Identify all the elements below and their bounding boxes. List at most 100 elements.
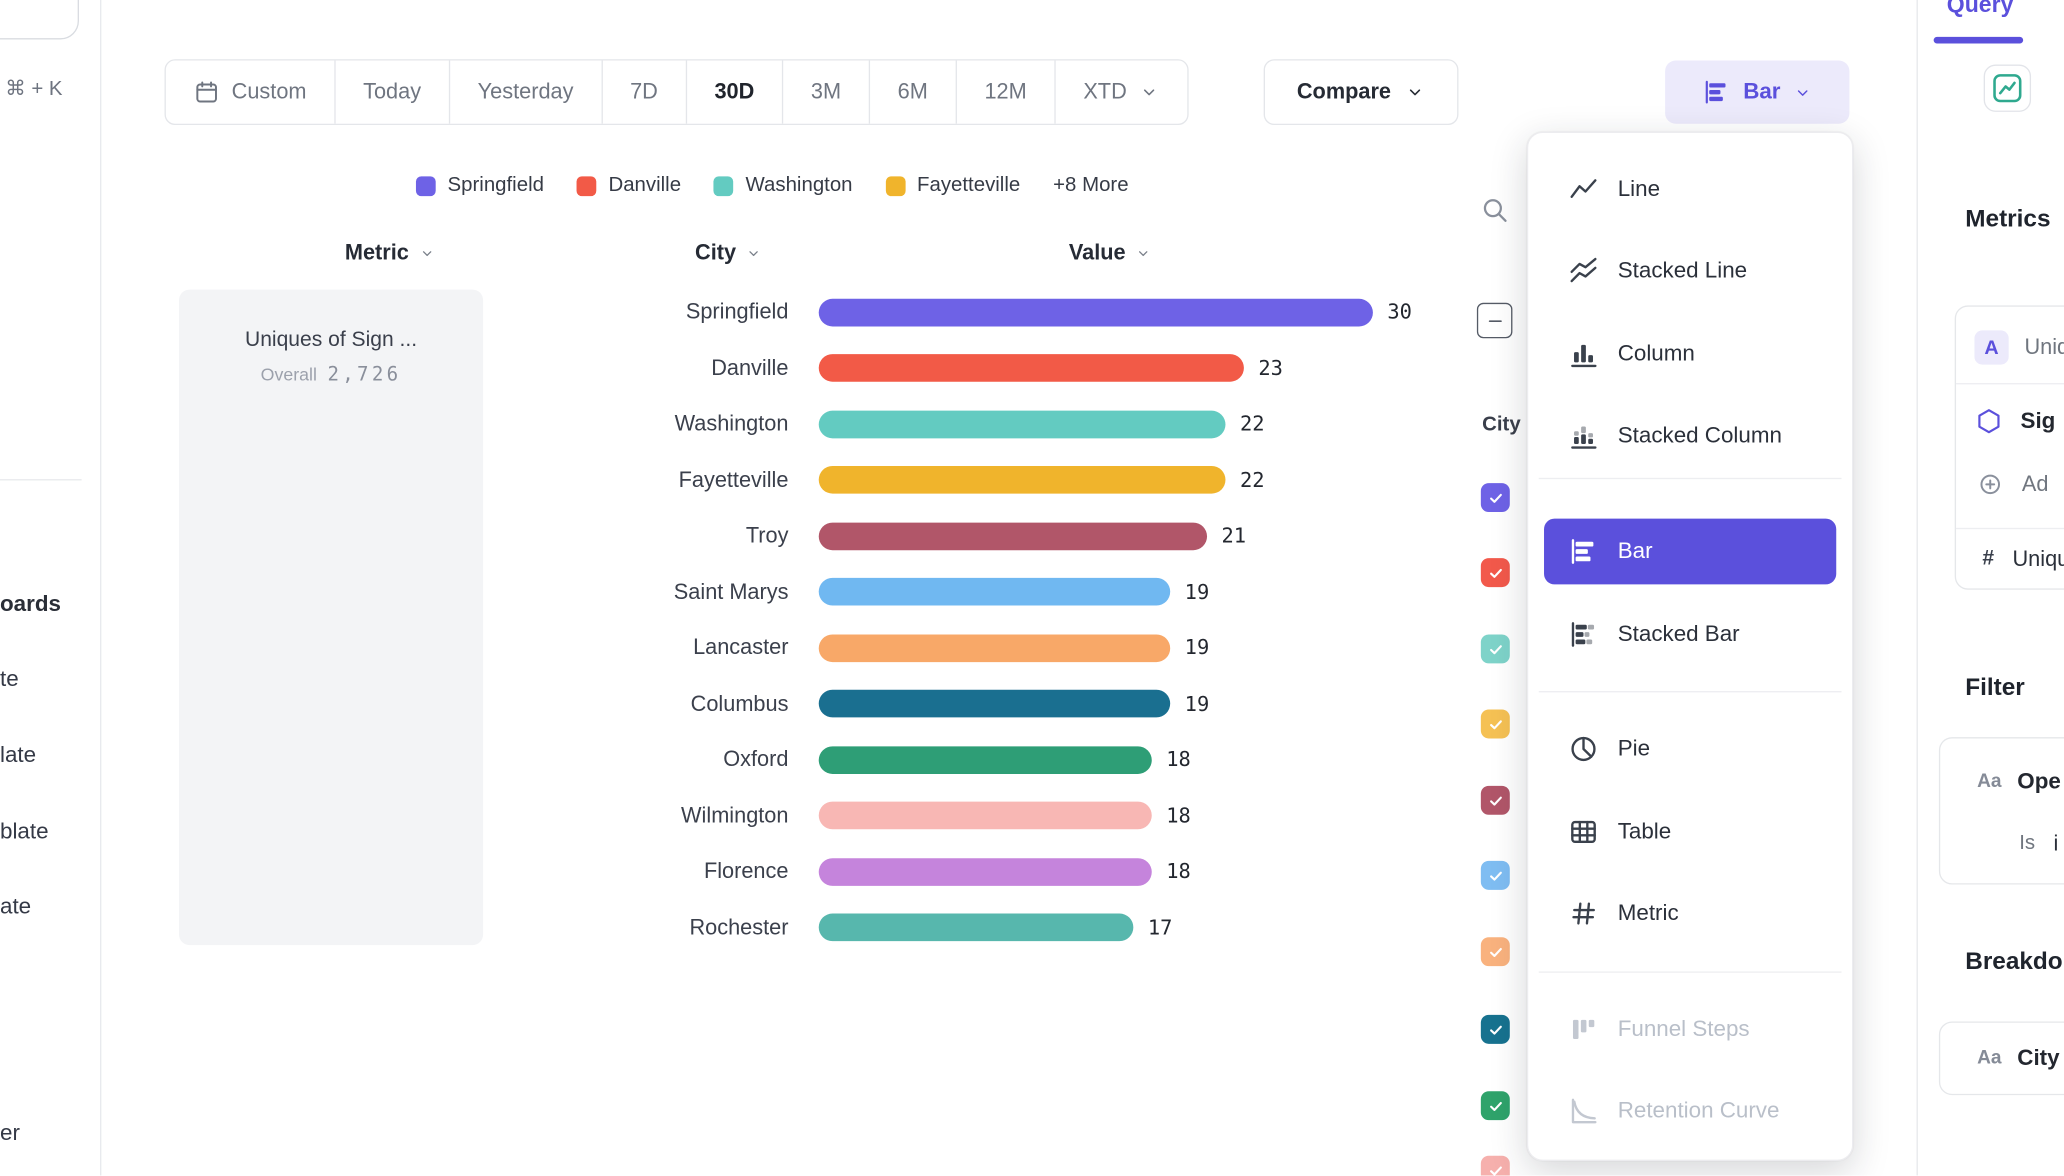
column-header-label: City: [695, 240, 737, 265]
search-shortcut-box[interactable]: [0, 0, 79, 40]
bar-danville[interactable]: [818, 354, 1244, 382]
series-checkbox[interactable]: [1480, 1155, 1510, 1176]
chart-type-label: Column: [1617, 340, 1695, 366]
series-checkbox[interactable]: [1480, 937, 1510, 967]
report-chart-icon: [1993, 74, 2022, 103]
date-range-12m[interactable]: 12M: [957, 60, 1056, 124]
sidebar-item[interactable]: ate: [0, 893, 32, 919]
bar-value-label: 23: [1258, 356, 1283, 380]
bar-oxford[interactable]: [818, 745, 1152, 774]
legend-item-springfield[interactable]: Springfield: [415, 173, 544, 198]
chart-type-column[interactable]: Column: [1544, 321, 1836, 387]
bar-value-label: 17: [1147, 915, 1173, 940]
chart-type-button[interactable]: Bar: [1665, 60, 1850, 124]
chart-type-stacked-bar[interactable]: Stacked Bar: [1544, 602, 1836, 668]
date-range-yesterday[interactable]: Yesterday: [450, 60, 603, 124]
legend-item-washington[interactable]: Washington: [713, 174, 853, 198]
chart-type-pie[interactable]: Pie: [1544, 716, 1836, 782]
menu-divider: [1538, 691, 1842, 693]
sidebar-item[interactable]: er: [0, 1120, 20, 1146]
collapse-all-button[interactable]: [1476, 302, 1513, 339]
report-icon-button[interactable]: [1983, 64, 2032, 112]
sidebar-item[interactable]: te: [0, 666, 19, 692]
bar-saint-marys[interactable]: [818, 577, 1171, 606]
chevron-down-icon: [1135, 245, 1152, 262]
divider: [1956, 527, 2064, 530]
series-checkbox[interactable]: [1480, 483, 1510, 513]
series-checkbox[interactable]: [1480, 785, 1510, 815]
sidebar-item[interactable]: late: [0, 742, 37, 768]
chevron-down-icon: [745, 245, 762, 262]
chart-type-button-label: Bar: [1743, 78, 1781, 104]
chart-legend: Springfield Danville Washington Fayettevill…: [415, 173, 1129, 198]
bar-columbus[interactable]: [818, 689, 1171, 718]
compare-button[interactable]: Compare: [1263, 59, 1459, 126]
metrics-heading: Metrics: [1965, 204, 2051, 232]
bar-washington[interactable]: [818, 410, 1226, 438]
chevron-down-icon: [1792, 82, 1812, 102]
filter-property-row[interactable]: Aa Ope: [1977, 761, 2061, 803]
bar-wilmington[interactable]: [818, 801, 1152, 830]
date-range-6m[interactable]: 6M: [870, 60, 957, 124]
chart-type-label: Stacked Bar: [1617, 621, 1740, 647]
date-range-today[interactable]: Today: [335, 60, 451, 124]
event-name-row[interactable]: Sig: [1974, 400, 2055, 442]
chart-type-bar[interactable]: Bar: [1544, 518, 1837, 585]
breakdown-row[interactable]: Aa City: [1977, 1037, 2059, 1079]
menu-divider: [1538, 477, 1842, 480]
legend-item-danville[interactable]: Danville: [576, 174, 681, 198]
series-checkbox[interactable]: [1480, 709, 1510, 739]
hash-chart-icon: [1568, 898, 1600, 930]
chart-type-stacked-line[interactable]: Stacked Line: [1544, 238, 1836, 304]
date-range-30d[interactable]: 30D: [687, 60, 784, 124]
line-chart-icon: [1568, 174, 1600, 206]
column-header-city[interactable]: City: [695, 241, 762, 266]
series-checkbox[interactable]: [1480, 1014, 1510, 1044]
tab-query[interactable]: Query: [1946, 0, 2014, 18]
bar-fayetteville[interactable]: [818, 465, 1226, 494]
check-icon: [1487, 1097, 1504, 1114]
legend-more-button[interactable]: +8 More: [1053, 173, 1129, 197]
bar-lancaster[interactable]: [818, 633, 1171, 662]
bar-value-label: 22: [1239, 467, 1265, 492]
aggregate-row[interactable]: # Uniqu: [1982, 538, 2064, 580]
series-checkbox[interactable]: [1480, 558, 1510, 588]
date-range-3m[interactable]: 3M: [783, 60, 871, 124]
metric-event-row[interactable]: A Uniq: [1974, 326, 2064, 368]
series-checkbox[interactable]: [1480, 1091, 1510, 1121]
pie-chart-icon: [1568, 733, 1600, 765]
sidebar-item[interactable]: oards: [0, 591, 61, 617]
legend-swatch: [885, 175, 906, 196]
bar-rochester[interactable]: [818, 913, 1134, 942]
column-header-value[interactable]: Value: [1069, 241, 1152, 266]
chart-type-table[interactable]: Table: [1544, 799, 1836, 865]
date-range-custom[interactable]: Custom: [166, 60, 336, 124]
bar-springfield[interactable]: [818, 298, 1373, 326]
bar-florence[interactable]: [818, 857, 1152, 886]
legend-swatch: [415, 175, 436, 196]
check-icon: [1487, 792, 1504, 809]
bar-row-label: Washington: [674, 412, 789, 436]
legend-item-fayetteville[interactable]: Fayetteville: [885, 174, 1020, 198]
date-range-xtd[interactable]: XTD: [1056, 61, 1188, 124]
breakdown-card: Aa City: [1938, 1021, 2064, 1096]
legend-label: Springfield: [447, 173, 544, 197]
search-icon[interactable]: [1480, 195, 1510, 225]
chart-type-metric[interactable]: Metric: [1544, 881, 1836, 947]
column-header-metric[interactable]: Metric: [345, 241, 435, 266]
date-range-label: Today: [363, 79, 422, 104]
filter-operator-row[interactable]: Is i: [2019, 823, 2058, 865]
series-checkbox[interactable]: [1480, 634, 1510, 664]
bar-troy[interactable]: [818, 521, 1208, 550]
check-icon: [1487, 564, 1504, 581]
date-range-7d[interactable]: 7D: [602, 60, 687, 124]
chart-type-label: Retention Curve: [1617, 1097, 1780, 1123]
chart-type-stacked-column[interactable]: Stacked Column: [1544, 403, 1836, 469]
chart-type-line[interactable]: Line: [1544, 157, 1836, 223]
series-checkbox[interactable]: [1480, 860, 1510, 890]
date-range-group: Custom Today Yesterday 7D 30D 3M 6M 12M XTD: [164, 59, 1189, 126]
sidebar-item[interactable]: blate: [0, 818, 49, 844]
column-header-label: Metric: [344, 240, 409, 265]
chart-type-label: Funnel Steps: [1617, 1016, 1750, 1042]
add-filter-row[interactable]: Ad: [1977, 463, 2048, 505]
